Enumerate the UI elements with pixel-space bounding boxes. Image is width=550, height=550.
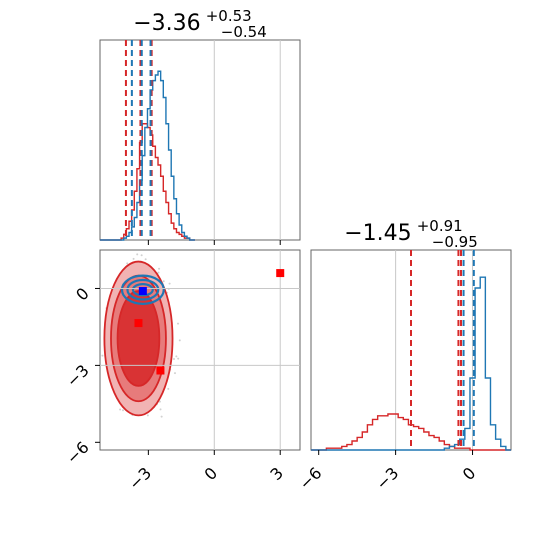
hist-y-x-ticks: −6 −3 0 bbox=[295, 450, 479, 494]
density-panel: −3 0 3 −6 −3 0 bbox=[63, 249, 301, 494]
hist-x-title-upper: +0.53 bbox=[206, 7, 252, 25]
density-x-tick-label: −3 bbox=[125, 463, 155, 493]
red-marker bbox=[276, 269, 285, 278]
scatter-point bbox=[157, 271, 160, 274]
scatter-point bbox=[159, 408, 162, 411]
hist-x-title: −3.36 +0.53 −0.54 bbox=[133, 6, 267, 41]
hist-y-grid bbox=[395, 250, 474, 450]
scatter-point bbox=[177, 322, 180, 325]
blue-marker bbox=[138, 287, 147, 296]
scatter-point bbox=[126, 262, 129, 265]
density-y-tick-label: −3 bbox=[63, 361, 93, 391]
hist-y-red-series bbox=[311, 413, 511, 451]
density-x-tick-label: 3 bbox=[266, 463, 287, 484]
density-x-tick-label: 0 bbox=[200, 463, 221, 484]
scatter-point bbox=[132, 257, 135, 260]
hist-y-title-lower: −0.95 bbox=[432, 233, 478, 251]
scatter-point bbox=[101, 354, 104, 357]
scatter-point bbox=[122, 409, 125, 412]
density-blue-contours bbox=[120, 274, 165, 305]
hist-x-title-value: −3.36 bbox=[133, 11, 200, 36]
hist-x-title-lower: −0.54 bbox=[221, 23, 267, 41]
scatter-point bbox=[158, 267, 161, 270]
hist-x-blue-series bbox=[100, 70, 195, 241]
scatter-point bbox=[158, 400, 161, 403]
scatter-point bbox=[178, 339, 181, 342]
hist-x-panel: −3.36 +0.53 −0.54 bbox=[99, 6, 301, 245]
scatter-point bbox=[146, 414, 149, 417]
blue-contour-level-1 bbox=[120, 274, 165, 305]
blue-contour-level-3 bbox=[131, 283, 154, 297]
scatter-point bbox=[175, 355, 178, 358]
scatter-point bbox=[167, 387, 170, 390]
scatter-point bbox=[173, 372, 176, 375]
density-x-ticks: −3 0 3 bbox=[125, 450, 287, 494]
scatter-point bbox=[162, 280, 165, 283]
density-frame bbox=[99, 249, 301, 451]
scatter-point bbox=[172, 357, 175, 360]
hist-y-title: −1.45 +0.91 −0.95 bbox=[344, 216, 478, 251]
blue-contour-level-2 bbox=[126, 278, 160, 301]
density-markers bbox=[134, 269, 285, 375]
hist-x-grid bbox=[147, 40, 281, 245]
hist-y-tick-label: −6 bbox=[295, 463, 325, 493]
hist-y-quantile-lines bbox=[410, 250, 475, 450]
hist-y-tick-label: 0 bbox=[459, 463, 480, 484]
hist-y-title-upper: +0.91 bbox=[417, 217, 463, 235]
scatter-point bbox=[160, 415, 163, 418]
hist-y-blue-series bbox=[311, 276, 511, 451]
hist-y-title-value: −1.45 bbox=[344, 221, 411, 246]
scatter-point bbox=[144, 258, 147, 261]
red-marker bbox=[134, 319, 143, 328]
density-grid bbox=[100, 250, 300, 450]
density-y-ticks: −6 −3 0 bbox=[63, 284, 100, 468]
scatter-point bbox=[119, 408, 122, 411]
red-marker bbox=[156, 366, 165, 375]
scatter-point bbox=[140, 254, 143, 257]
hist-y-tick-label: −3 bbox=[372, 463, 402, 493]
scatter-point bbox=[168, 282, 171, 285]
density-y-tick-label: −6 bbox=[63, 438, 93, 468]
red-contour-level-3 bbox=[116, 290, 161, 387]
hist-x-frame bbox=[99, 39, 301, 241]
scatter-point bbox=[136, 253, 139, 256]
scatter-point bbox=[177, 357, 180, 360]
hist-x-quantile-lines bbox=[124, 40, 153, 240]
density-y-tick-label: 0 bbox=[72, 284, 93, 305]
hist-x-red-series bbox=[100, 123, 195, 241]
hist-y-panel: −6 −3 0 −1.45 +0.91 −0.95 bbox=[295, 216, 512, 494]
